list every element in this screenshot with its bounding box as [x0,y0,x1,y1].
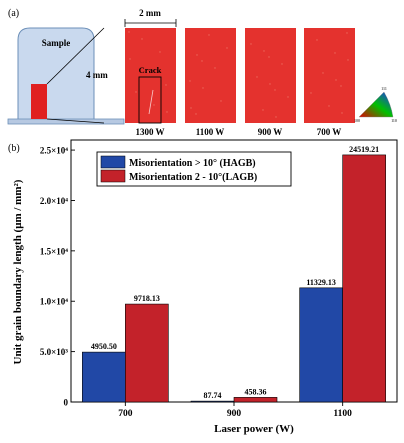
ipf-color-key [358,91,394,118]
bar-lagb-900 [233,397,278,403]
y-tick-label: 0 [64,398,69,408]
panel-a-label: (a) [8,8,19,19]
zoom-line-top [46,27,105,85]
data-label: 4950.50 [91,342,117,351]
micrograph-row [125,28,355,123]
bar-chart: 0 5.0×10³ 1.0×10⁴ 1.5×10⁴ 2.0×10⁴ 2.5×10⁴ 700 4… [40,139,398,419]
data-label: 87.74 [204,391,222,400]
legend: Misorientation > 10° (HAGB) Misorientati… [96,151,292,187]
scale-width-label: 2 mm [139,8,161,18]
bar-hagb-700 [82,351,126,403]
y-tick-label: 5.0×10³ [40,347,68,357]
ipf-label-111: 111 [381,86,387,91]
y-tick-label: 2.0×10⁴ [40,196,68,206]
legend-label-lagb: Misorientation 2 - 10°(LAGB) [129,172,257,183]
crack-line [148,89,154,115]
scale-height-label: 4 mm [86,70,108,80]
x-tick-label: 1100 [333,409,352,419]
panel-b-label: (b) [8,143,20,154]
y-tick-label: 1.5×10⁴ [40,246,68,256]
legend-label-hagb: Misorientation > 10° (HAGB) [129,158,256,169]
sample-label: Sample [42,38,71,48]
micrograph-label-700: 700 W [317,127,342,137]
micrograph-label-1100: 1100 W [196,127,225,137]
bar-lagb-700 [125,303,169,403]
micrograph-700w [304,28,355,123]
data-label: 458.36 [245,387,267,396]
y-axis-title: Unit grain boundary length (μm / mm²) [12,179,24,364]
y-tick-label: 1.0×10⁴ [40,297,68,307]
data-label: 11329.13 [306,278,336,287]
legend-swatch-lagb [100,169,126,183]
data-label: 9718.13 [134,294,160,303]
data-label: 24519.21 [349,145,379,154]
micrograph-1100w [185,28,236,123]
crack-label: Crack [139,65,162,75]
sample-holder [7,27,125,125]
micrograph-label-900: 900 W [258,127,283,137]
micrograph-label-1300: 1300 W [135,127,164,137]
ipf-label-100: 100 [354,118,360,123]
x-tick-label: 900 [227,409,242,419]
crack-box [138,76,162,124]
y-tick-label: 2.5×10⁴ [40,146,68,156]
ipf-label-110: 110 [391,118,397,123]
x-axis-title: Laser power (W) [214,423,294,435]
zoom-line-bottom [46,118,105,124]
scale-bar-width [124,19,177,27]
micrograph-900w [245,28,296,123]
sample-block [31,84,47,119]
bar-hagb-900 [190,400,235,403]
legend-box [96,151,292,187]
micrograph-1300w [125,28,176,123]
bar-lagb-1100 [342,154,386,403]
legend-swatch-hagb [100,155,126,169]
bar-hagb-1100 [299,287,343,403]
x-tick-label: 700 [118,409,133,419]
